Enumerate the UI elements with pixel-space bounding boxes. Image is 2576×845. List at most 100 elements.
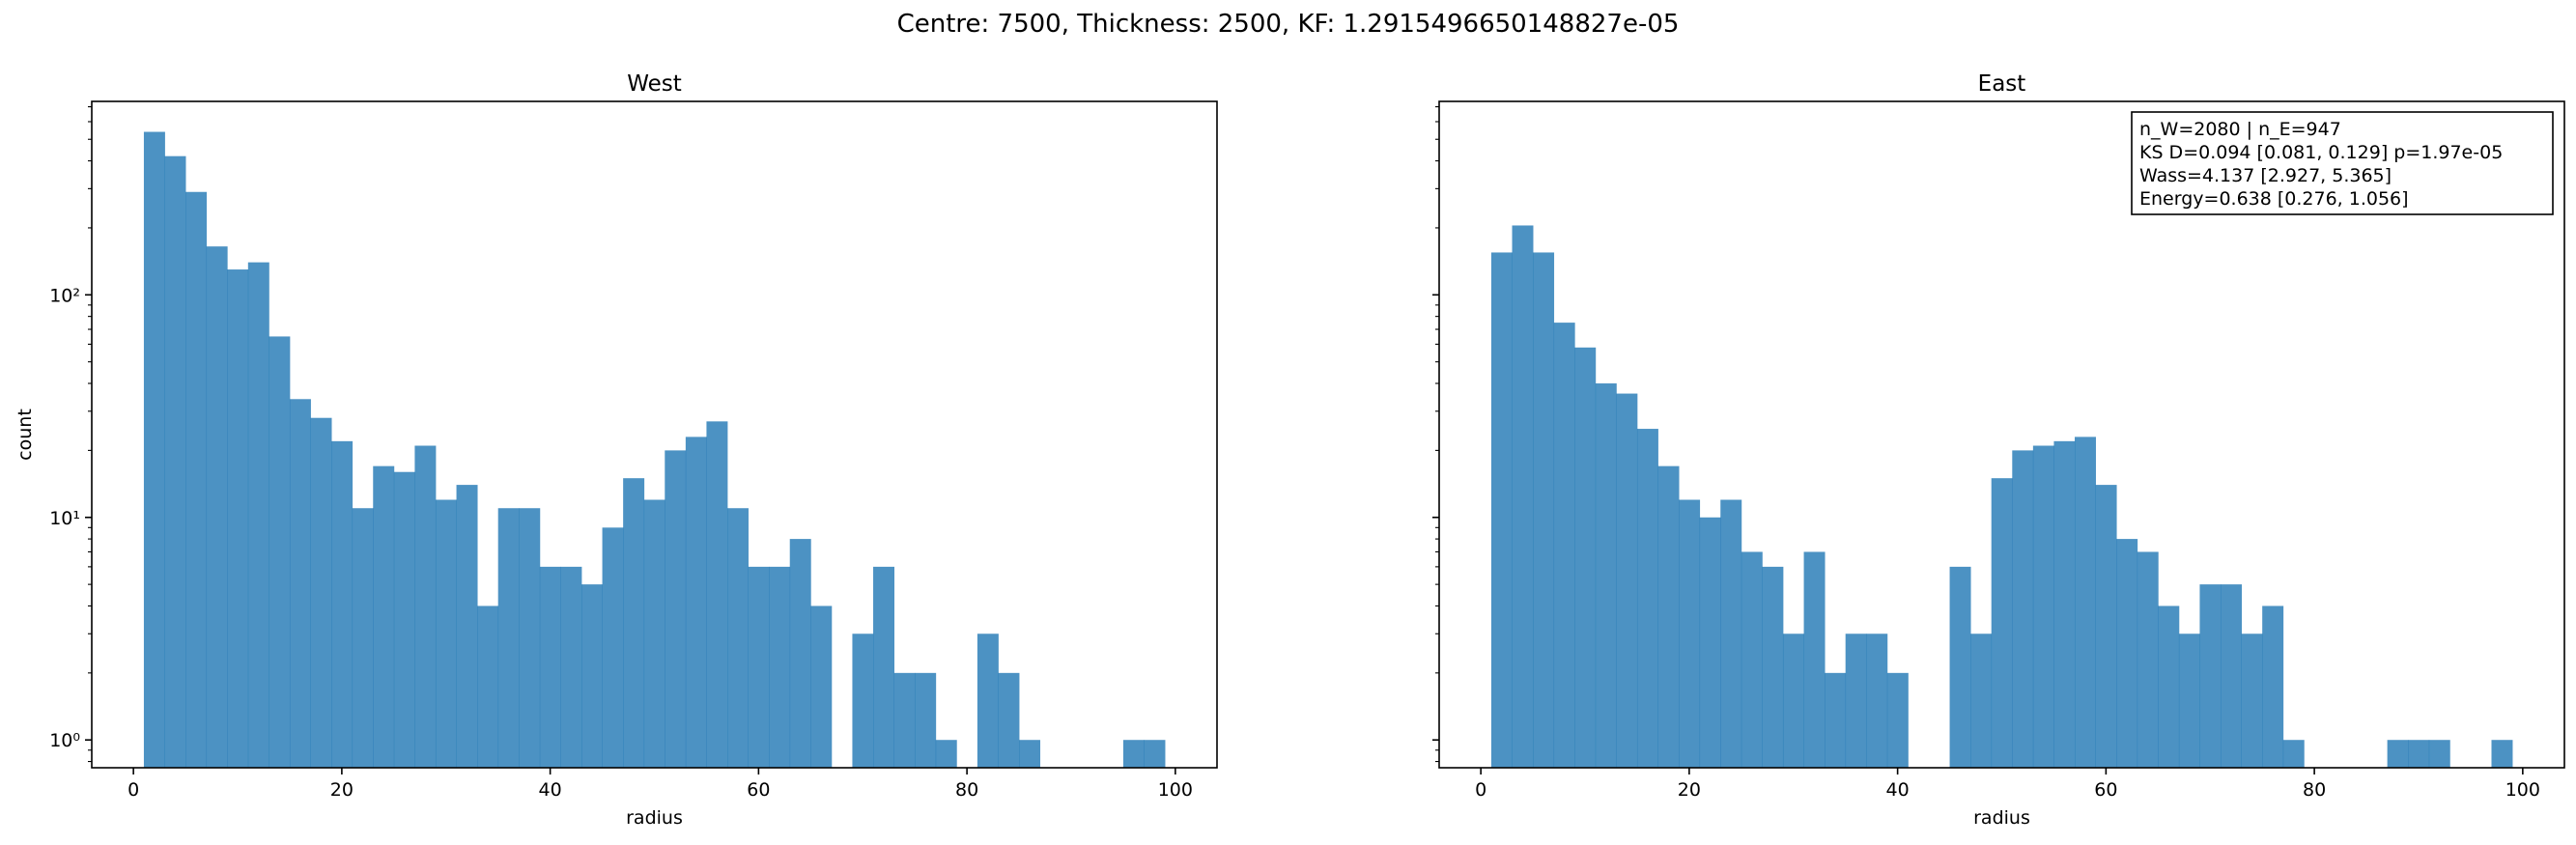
- histogram-bar: [1574, 347, 1597, 768]
- histogram-bar: [706, 421, 728, 768]
- histogram-bar: [789, 539, 811, 768]
- histogram-bar: [893, 672, 916, 768]
- x-tick-label: 80: [955, 779, 978, 801]
- histogram-bar: [1636, 429, 1658, 768]
- y-axis-label: count: [14, 408, 36, 461]
- histogram-bar: [1991, 478, 2013, 768]
- histogram-bar: [852, 634, 874, 768]
- x-tick-label: 0: [1475, 779, 1486, 801]
- histogram-bar: [873, 566, 894, 768]
- histogram-bar: [2012, 450, 2034, 768]
- histogram-bar: [1866, 634, 1888, 768]
- histogram-bar: [2158, 606, 2180, 768]
- histogram-bar: [1533, 252, 1555, 768]
- y-tick-label: 10⁰: [49, 730, 80, 751]
- histogram-bar: [2137, 551, 2159, 768]
- stats-annotation-line: KS D=0.094 [0.081, 0.129] p=1.97e-05: [2139, 142, 2503, 163]
- histogram-bar: [1553, 323, 1575, 768]
- stats-annotation-line: n_W=2080 | n_E=947: [2139, 119, 2341, 140]
- histogram-bar: [2075, 437, 2096, 768]
- x-tick-label: 60: [2094, 779, 2117, 801]
- histogram-bar: [2032, 445, 2054, 768]
- histogram-bar: [1144, 740, 1166, 768]
- x-tick-label: 80: [2303, 779, 2326, 801]
- x-tick-label: 0: [127, 779, 139, 801]
- histogram-bar: [1762, 566, 1784, 768]
- histogram-bar: [1019, 740, 1041, 768]
- x-tick-label: 100: [1158, 779, 1193, 801]
- axes-title: East: [1978, 71, 2026, 97]
- histogram-bar: [247, 262, 269, 768]
- histogram-bar: [748, 566, 770, 768]
- histogram-bar: [1949, 566, 1971, 768]
- x-axis-label: radius: [626, 807, 683, 829]
- histogram-bar: [623, 478, 645, 768]
- histogram-bar: [456, 485, 478, 768]
- histogram-bar: [477, 606, 499, 768]
- x-tick-label: 40: [1886, 779, 1910, 801]
- histogram-bar: [539, 566, 561, 768]
- histogram-bar: [602, 527, 624, 768]
- histogram-bar: [2262, 606, 2284, 768]
- histogram-bar: [1825, 672, 1847, 768]
- histogram-bar: [935, 740, 957, 768]
- histogram-bar: [331, 440, 354, 768]
- histogram-bar: [2408, 740, 2430, 768]
- x-tick-label: 40: [539, 779, 562, 801]
- histogram-bar: [2116, 539, 2138, 768]
- histogram-bar: [289, 399, 311, 768]
- x-tick-label: 20: [330, 779, 354, 801]
- histogram-bar: [185, 191, 208, 768]
- axes-title: West: [627, 71, 682, 97]
- axes-frame: [1438, 100, 2565, 769]
- histogram-bar: [685, 437, 707, 768]
- histogram-bar: [2428, 740, 2450, 768]
- histogram-bar: [2095, 485, 2117, 768]
- histogram-bar: [352, 508, 374, 768]
- stats-annotation-box: [2131, 111, 2554, 215]
- histogram-bar: [393, 471, 415, 768]
- histogram-bar: [727, 508, 749, 768]
- stats-annotation-line: Energy=0.638 [0.276, 1.056]: [2139, 188, 2409, 210]
- histogram-bar: [810, 606, 833, 768]
- histogram-bar: [1699, 517, 1721, 768]
- histogram-bar: [227, 269, 249, 768]
- histogram-bar: [1595, 383, 1617, 768]
- axes-west: 0 20 40 60 80 100 10⁰ 10¹ 10² West radius count: [14, 71, 1218, 829]
- histogram-bar: [915, 672, 937, 768]
- histogram-bar: [769, 566, 791, 768]
- histogram-bar: [1886, 672, 1909, 768]
- histogram-bar: [977, 634, 999, 768]
- histogram-bar: [1122, 740, 1145, 768]
- histogram-bar: [1845, 634, 1867, 768]
- x-tick-label: 20: [1678, 779, 1701, 801]
- histogram-bar: [1679, 499, 1701, 768]
- histogram-bar: [1782, 634, 1804, 768]
- histogram-bar: [2221, 584, 2242, 768]
- stats-annotation-line: Wass=4.137 [2.927, 5.365]: [2139, 165, 2392, 186]
- histogram-bar: [998, 672, 1020, 768]
- histogram-bar: [2178, 634, 2200, 768]
- histogram-bar: [1803, 551, 1826, 768]
- histogram-bar: [560, 566, 582, 768]
- histogram-bar: [1970, 634, 1993, 768]
- x-tick-label: 60: [747, 779, 770, 801]
- y-tick-label: 10¹: [49, 508, 80, 529]
- histogram-bar: [206, 246, 228, 768]
- axes-east: 0 20 40 60 80 100 East radius n_W=2080 | n_E=947…: [1432, 71, 2565, 829]
- histogram-bar: [143, 131, 165, 768]
- histogram-bar: [1490, 252, 1513, 768]
- histogram-bar: [2387, 740, 2409, 768]
- histogram-bar: [1720, 499, 1742, 768]
- x-axis-label: radius: [1973, 807, 2030, 829]
- x-tick-label: 100: [2505, 779, 2540, 801]
- histogram-bar: [269, 336, 291, 768]
- histogram-bar: [643, 499, 665, 768]
- histogram-bar: [2199, 584, 2222, 768]
- histogram-bar: [665, 450, 687, 768]
- histogram-bar: [2053, 440, 2076, 768]
- histogram-bar: [2241, 634, 2263, 768]
- histogram-bar: [1657, 465, 1680, 768]
- histogram-bar: [2282, 740, 2305, 768]
- axes-frame: [91, 100, 1218, 769]
